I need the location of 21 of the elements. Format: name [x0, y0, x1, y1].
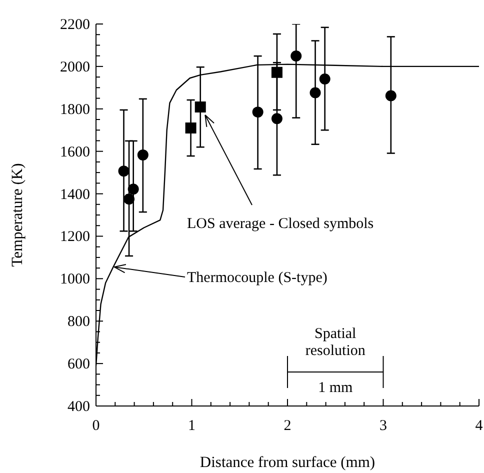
y-tick-label: 1000 [60, 272, 90, 288]
annotation: Spatial resolution [305, 326, 366, 359]
y-tick-label: 1200 [60, 229, 90, 246]
x-tick-label: 4 [475, 418, 484, 434]
y-tick-label: 800 [68, 314, 90, 330]
y-tick-label: 2000 [60, 59, 90, 76]
annotation: Thermocouple (S-type) [187, 270, 328, 286]
y-tick-label: 2200 [60, 17, 90, 33]
y-tick-label: 1400 [60, 186, 90, 203]
y-tick-label: 400 [68, 399, 90, 415]
x-tick-label: 1 [188, 418, 196, 434]
x-tick-label: 0 [92, 418, 100, 434]
x-axis-title: Distance from surface (mm) [200, 454, 376, 471]
x-tick-label: 3 [380, 418, 387, 434]
y-tick-label: 1600 [60, 144, 90, 160]
y-axis-title: Temperature (K) [9, 163, 26, 267]
annotation: LOS average - Closed symbols [187, 216, 374, 232]
y-tick-label: 1800 [60, 102, 90, 118]
annotation: 1 mm [318, 380, 353, 396]
y-tick-label: 600 [68, 356, 90, 373]
x-tick-label: 2 [284, 418, 292, 434]
